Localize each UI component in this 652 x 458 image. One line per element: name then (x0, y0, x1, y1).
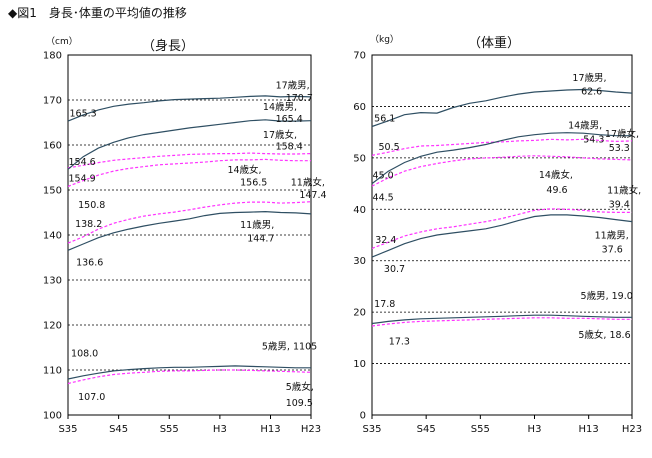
y-tick-label-height-180: 180 (43, 51, 62, 62)
chart-title-height: （身長） (142, 38, 194, 54)
y-tick-label-height-120: 120 (43, 321, 62, 332)
data-label-height-3: 14歳男, (263, 101, 297, 113)
series-line-height-7 (67, 369, 312, 385)
data-label-weight-13: 39.4 (609, 200, 630, 211)
figure-title: ◆図1 身長･体重の平均値の推移 (8, 6, 187, 20)
data-label-weight-0: 17歳男, (572, 72, 606, 84)
data-label-height-5: 17歳女, (263, 129, 297, 141)
data-label-height-6: 158.4 (276, 142, 303, 153)
x-tick-label-weight-4: H13 (579, 424, 599, 435)
x-tick-label-height-1: S45 (109, 424, 128, 435)
data-label-height-9: 14歳女, (227, 164, 261, 176)
data-label-weight-18: 17.8 (374, 299, 395, 310)
y-tick-label-height-110: 110 (43, 366, 62, 377)
data-label-height-8: 154.9 (69, 173, 96, 184)
series-line-weight-2 (371, 132, 632, 185)
y-tick-label-weight-40: 40 (353, 205, 366, 216)
data-label-height-2: 165.3 (70, 109, 97, 120)
y-tick-label-height-150: 150 (43, 186, 62, 197)
axis-unit-height: （cm） (46, 36, 78, 47)
data-label-height-0: 17歳男, (276, 79, 310, 91)
data-label-weight-19: 5歳男, 19.0 (581, 290, 633, 302)
x-tick-label-height-5: H23 (301, 424, 321, 435)
data-label-weight-14: 32.4 (375, 235, 396, 246)
y-tick-label-height-130: 130 (43, 276, 62, 287)
y-tick-label-weight-20: 20 (353, 308, 366, 319)
y-tick-label-height-160: 160 (43, 141, 62, 152)
series-line-weight-7 (371, 317, 632, 327)
x-tick-label-height-4: H13 (260, 424, 280, 435)
data-label-weight-7: 50.5 (379, 142, 400, 153)
plot-frame-weight (371, 54, 633, 416)
data-label-height-14: 138.2 (75, 219, 102, 230)
series-line-height-3 (67, 158, 311, 187)
y-tick-label-height-100: 100 (43, 411, 62, 422)
data-label-height-13: 150.8 (78, 200, 105, 211)
data-label-weight-16: 37.6 (602, 244, 623, 255)
series-line-height-1 (67, 152, 312, 169)
series-line-weight-6 (371, 314, 632, 325)
data-label-weight-1: 62.6 (581, 87, 602, 98)
series-line-weight-3 (371, 155, 633, 187)
data-label-weight-11: 44.5 (373, 193, 394, 204)
data-label-height-17: 136.6 (76, 258, 103, 269)
x-tick-label-weight-1: S45 (417, 424, 436, 435)
data-label-height-19: 5歳男, 1105 (262, 340, 317, 352)
y-tick-label-weight-30: 30 (353, 256, 366, 267)
y-tick-label-weight-60: 60 (353, 102, 366, 113)
data-label-weight-17: 30.7 (384, 264, 405, 275)
data-label-weight-9: 14歳女, (539, 169, 573, 181)
data-label-weight-6: 53.3 (609, 143, 630, 154)
data-label-weight-2: 56.1 (374, 113, 395, 124)
data-label-weight-20: 17.3 (389, 337, 410, 348)
axis-unit-weight: （kg） (370, 34, 399, 45)
chart-title-weight: （体重） (468, 35, 520, 51)
x-tick-label-height-3: H3 (213, 424, 227, 435)
data-label-height-20: 5歳女, (286, 381, 314, 393)
series-line-weight-5 (371, 214, 633, 258)
data-label-weight-4: 54.3 (583, 134, 604, 145)
series-line-weight-1 (371, 138, 633, 156)
data-label-weight-8: 45.0 (373, 170, 394, 181)
data-label-height-22: 109.5 (286, 398, 313, 409)
y-tick-label-height-170: 170 (43, 96, 62, 107)
y-tick-label-weight-0: 0 (360, 411, 366, 422)
y-tick-label-weight-10: 10 (353, 359, 366, 370)
series-line-weight-4 (371, 208, 632, 249)
series-line-height-0 (67, 95, 312, 122)
data-label-weight-3: 14歳男, (568, 120, 602, 132)
series-line-height-4 (67, 201, 312, 244)
data-label-weight-10: 49.6 (546, 185, 567, 196)
series-line-height-2 (67, 119, 312, 170)
x-tick-label-height-0: S35 (58, 424, 77, 435)
data-label-height-10: 156.5 (240, 178, 267, 189)
series-line-weight-0 (371, 88, 633, 128)
y-tick-label-height-140: 140 (43, 231, 62, 242)
data-label-height-1: 170.7 (286, 93, 313, 104)
x-tick-label-weight-5: H23 (622, 424, 642, 435)
series-line-height-6 (67, 365, 311, 380)
data-label-height-21: 107.0 (78, 392, 105, 403)
x-tick-label-weight-3: H3 (528, 424, 542, 435)
data-label-height-18: 108.0 (71, 349, 98, 360)
y-tick-label-weight-50: 50 (353, 153, 366, 164)
x-tick-label-weight-2: S55 (471, 424, 490, 435)
data-label-height-11: 11歳女, (291, 177, 325, 189)
data-label-height-16: 144.7 (247, 233, 274, 244)
series-line-height-5 (67, 210, 312, 251)
x-tick-label-height-2: S55 (160, 424, 179, 435)
data-label-weight-12: 11歳女, (607, 184, 641, 196)
data-label-weight-5: 17歳女, (605, 128, 639, 140)
data-label-height-7: 154.6 (69, 157, 96, 168)
x-tick-label-weight-0: S35 (362, 424, 381, 435)
y-tick-label-weight-70: 70 (353, 51, 366, 62)
data-label-weight-15: 11歳男, (595, 230, 629, 242)
data-label-weight-21: 5歳女, 18.6 (578, 329, 630, 341)
data-label-height-4: 165.4 (276, 114, 303, 125)
data-label-height-12: 147.4 (299, 190, 326, 201)
data-label-height-15: 11歳男, (240, 219, 274, 231)
